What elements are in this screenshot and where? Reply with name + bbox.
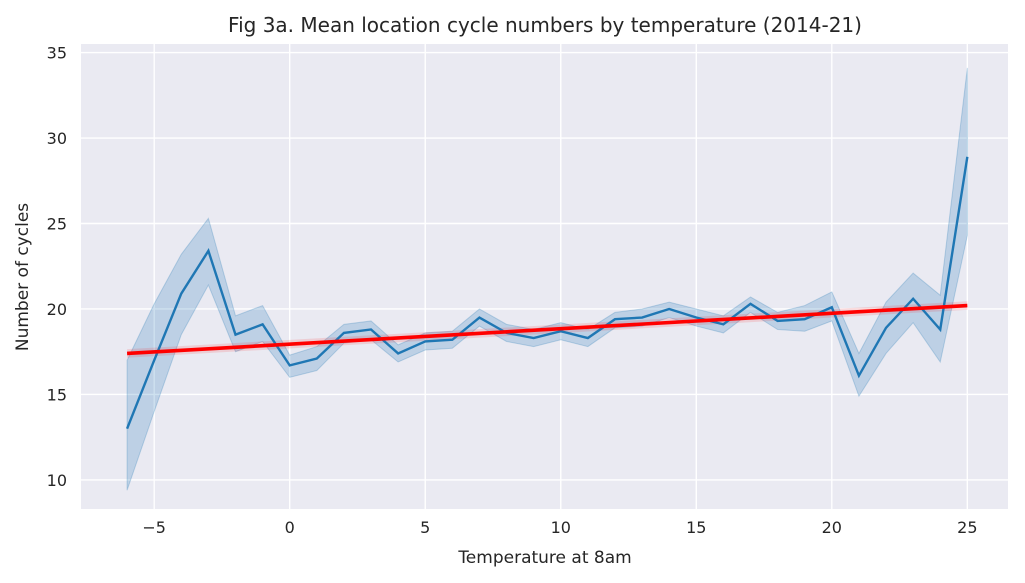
y-tick-label: 10 bbox=[47, 471, 67, 490]
x-tick-label: 20 bbox=[822, 518, 842, 537]
x-tick-label: 15 bbox=[686, 518, 706, 537]
y-tick-label: 20 bbox=[47, 300, 67, 319]
x-tick-label: 5 bbox=[420, 518, 430, 537]
x-tick-label: 25 bbox=[957, 518, 977, 537]
mean-cycles-line bbox=[125, 156, 969, 430]
plot-background bbox=[81, 44, 1008, 509]
x-tick-labels: −5 0 5 10 15 20 25 bbox=[142, 518, 977, 537]
y-axis-label: Number of cycles bbox=[13, 203, 33, 351]
y-tick-label: 15 bbox=[47, 385, 67, 404]
x-tick-label: 10 bbox=[551, 518, 571, 537]
y-gridlines bbox=[81, 51, 1008, 481]
y-tick-labels: 10 15 20 25 30 35 bbox=[47, 44, 67, 490]
y-tick-label: 35 bbox=[47, 44, 67, 63]
regression-line bbox=[126, 303, 968, 356]
chart-title: Fig 3a. Mean location cycle numbers by t… bbox=[228, 13, 862, 37]
x-tick-label: −5 bbox=[142, 518, 166, 537]
y-tick-label: 25 bbox=[47, 215, 67, 234]
x-axis-label: Temperature at 8am bbox=[457, 548, 631, 568]
y-tick-label: 30 bbox=[47, 129, 67, 148]
x-gridlines bbox=[153, 44, 969, 509]
x-tick-label: 0 bbox=[285, 518, 295, 537]
